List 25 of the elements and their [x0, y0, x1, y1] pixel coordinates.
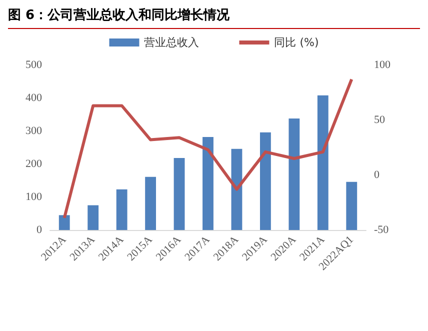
y2-tick-label: 50 [374, 114, 386, 126]
y2-tick-label: 100 [374, 59, 391, 71]
y-tick-label: 500 [26, 59, 42, 71]
bar [288, 118, 300, 230]
y-tick-label: 0 [36, 224, 42, 236]
bar [145, 176, 156, 230]
y-tick-label: 400 [26, 92, 42, 104]
y-tick-label: 100 [26, 191, 42, 203]
bar [58, 215, 70, 230]
bar [116, 189, 128, 230]
bar [260, 132, 271, 230]
bar [174, 158, 185, 230]
bar [317, 95, 328, 230]
legend-label: 营业总收入 [144, 36, 200, 49]
y-tick-label: 300 [26, 125, 42, 137]
bar [202, 136, 214, 230]
y-tick-label: 200 [26, 158, 42, 170]
bar [231, 148, 242, 230]
legend-label: 同比 (%) [274, 36, 319, 49]
y2-tick-label: 0 [374, 169, 380, 181]
y2-tick-label: -50 [374, 224, 390, 236]
chart-title: 图 6：公司营业总收入和同比增长情况 [8, 6, 230, 24]
line-series [62, 78, 354, 220]
bar [88, 205, 99, 230]
bar [346, 182, 358, 230]
